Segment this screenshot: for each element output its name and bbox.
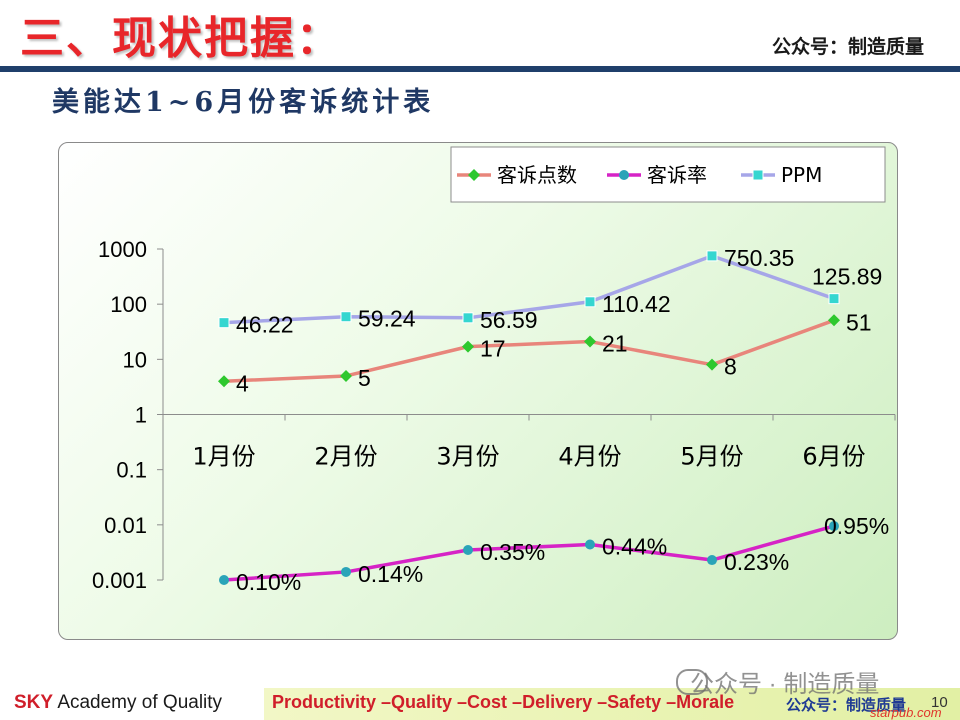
footer-slogan: Productivity –Quality –Cost –Delivery –S… [272,692,735,712]
data-point [706,250,718,262]
chart-panel: 1000 100 10 1 0.1 0.01 0.001 1月份 2月份 3月份 4月份 5月份 6月份… [58,142,898,640]
data-point [584,296,596,308]
data-label: 110.42 [602,291,671,317]
data-label: 5 [358,365,371,391]
y-tick-label: 10 [123,347,147,372]
data-label: 0.35% [480,539,545,565]
footer-account: 公众号：制造质量 [786,697,907,714]
data-point [463,544,473,555]
series-line-1 [223,524,835,582]
data-point [462,340,474,353]
data-label: 0.10% [236,569,301,595]
data-point [218,317,230,329]
data-label: 46.22 [236,312,294,338]
data-point [829,521,839,532]
data-label: 17 [480,336,506,362]
data-label: 56.59 [480,307,538,333]
x-tick-label: 4月份 [558,443,621,471]
legend-label: 客诉点数 [497,163,577,187]
series-line-2 [223,254,835,325]
data-label: 0.23% [724,549,789,575]
y-tick-label: 0.1 [116,458,147,483]
data-label: 51 [846,309,872,335]
data-label: 8 [724,354,737,380]
x-tick-label: 2月份 [314,443,377,471]
y-tick-label: 1000 [98,237,147,262]
data-label: 4 [236,370,249,396]
header-divider [0,66,960,72]
complaint-chart: 1000 100 10 1 0.1 0.01 0.001 1月份 2月份 3月份 4月份 5月份 6月份… [92,146,896,595]
data-label: 21 [602,331,628,357]
account-label: 公众号：制造质量 [771,36,924,58]
watermark-text: 公众号 · 制造质量 [690,671,880,698]
data-point [219,575,229,585]
data-label: 0.44% [602,534,667,560]
data-label: 750.35 [724,245,794,271]
x-tick-label: 1月份 [192,443,255,471]
page-title: 三、现状把握： [20,13,342,64]
data-point [340,311,352,323]
legend-marker [752,169,764,181]
legend-box [450,146,886,203]
y-tick-label: 0.01 [104,513,147,538]
y-tick-label: 1 [135,403,147,428]
data-label: 0.14% [358,561,423,587]
data-point [706,358,718,371]
footer-sky: SKY [14,692,54,713]
footer-academy: Academy of Quality [57,692,223,713]
chart-subtitle: 美能达1~6月份客诉统计表 [52,87,435,118]
data-label: 125.89 [812,264,882,290]
series-line-0 [223,318,835,384]
wechat-icon [676,669,708,695]
x-tick-label: 6月份 [802,443,865,471]
data-point [828,314,840,327]
data-point [462,312,474,324]
footer-brand: SKY Academy of Quality [14,692,222,714]
data-point [341,566,351,577]
legend-label: PPM [781,163,822,187]
x-tick-label: 3月份 [436,443,499,471]
data-point [828,293,840,305]
data-label: 59.24 [358,306,416,332]
x-tick-label: 5月份 [680,443,743,471]
legend-marker [468,169,480,181]
data-label: 0.95% [824,513,889,539]
footer-band [264,688,960,720]
legend-label: 客诉率 [647,163,707,187]
data-point [584,335,596,348]
data-point [585,539,595,550]
data-point [340,369,352,382]
site-watermark: starpub.com [870,705,942,720]
y-tick-label: 100 [110,292,147,317]
y-tick-label: 0.001 [92,568,147,593]
data-point [218,375,230,388]
page-number: 10 [931,694,948,711]
legend-marker [619,170,629,180]
data-point [707,555,717,566]
